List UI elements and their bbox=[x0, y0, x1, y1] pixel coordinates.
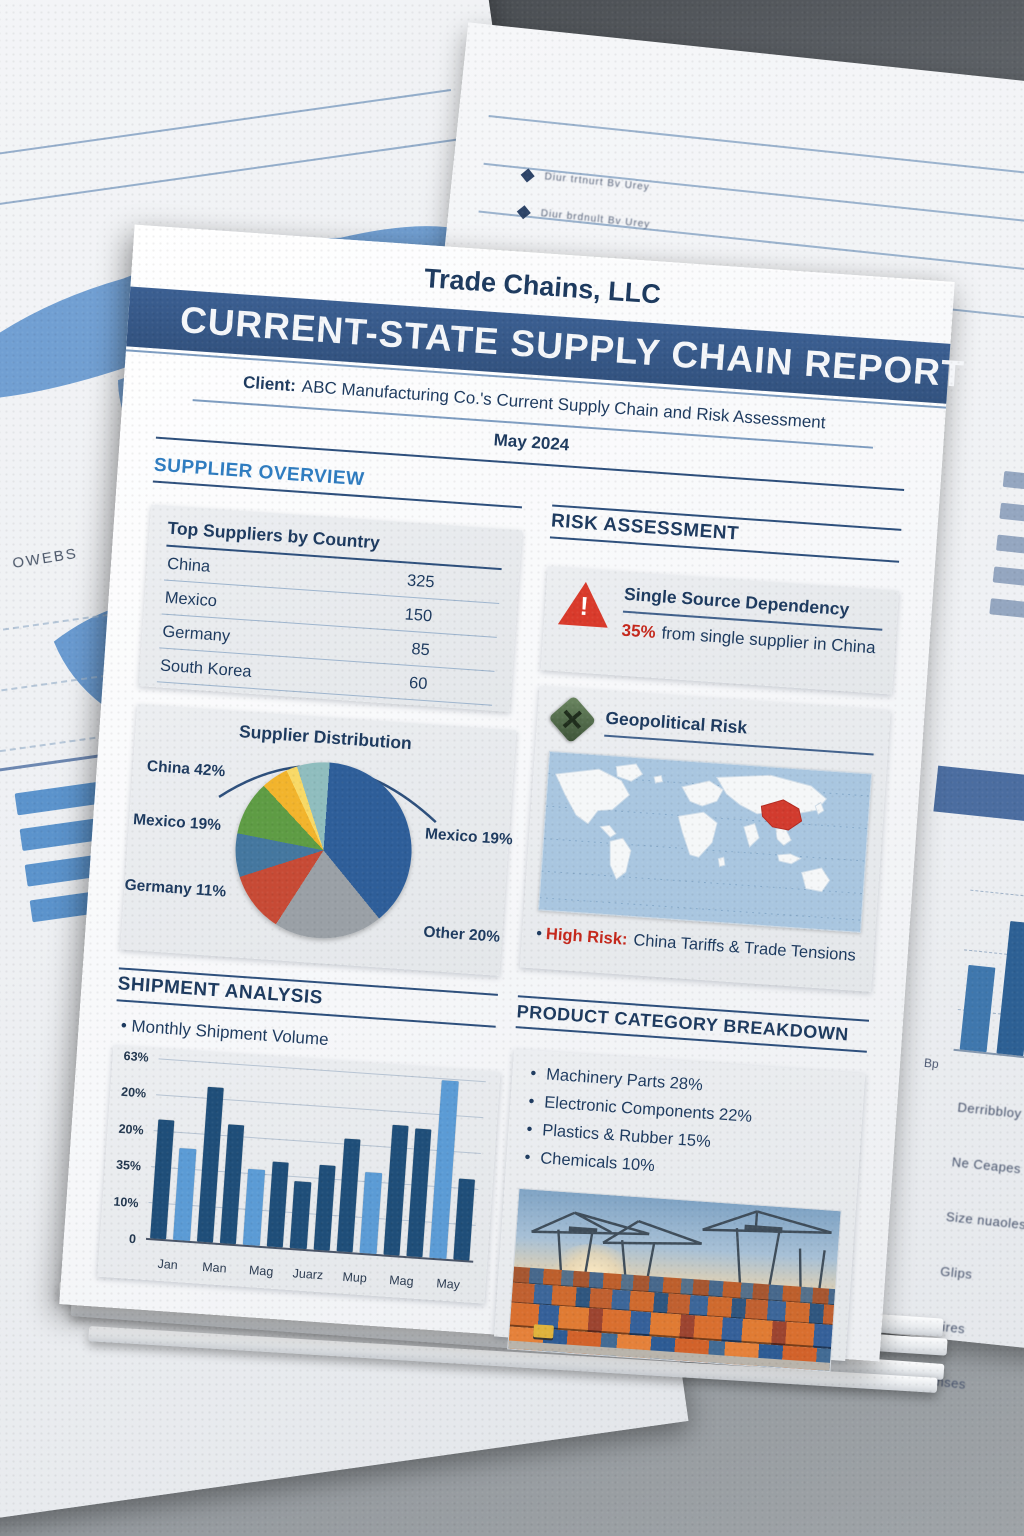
container-port-photo bbox=[507, 1187, 842, 1372]
mini-bar bbox=[996, 920, 1024, 1057]
bar bbox=[243, 1169, 265, 1246]
x-axis-label: May bbox=[435, 1276, 461, 1292]
supplier-country: South Korea bbox=[159, 656, 253, 681]
shipment-subtitle: • Monthly Shipment Volume bbox=[120, 1015, 330, 1050]
high-risk-label: High Risk: bbox=[545, 925, 629, 949]
x-axis-label: Mup bbox=[342, 1269, 368, 1286]
section-heading-risk-assessment: RISK ASSESSMENT bbox=[549, 504, 902, 563]
background-bullet: Diur trtnurt Bv Urey bbox=[520, 167, 654, 194]
pie-label: Other 20% bbox=[422, 923, 501, 946]
background-hbar-chart: @,00%B,00%B,00% bbox=[988, 470, 1024, 661]
client-label: Client: bbox=[242, 372, 297, 396]
supplier-table-rows: China 325 Mexico 150 Germany 85 South Korea 60 bbox=[156, 546, 502, 706]
warning-triangle-icon: ! bbox=[558, 579, 611, 628]
y-axis-tick: 20% bbox=[120, 1085, 147, 1101]
bar bbox=[196, 1087, 224, 1243]
background-list-item: Derribbloy bbox=[956, 1099, 1023, 1122]
mini-bar bbox=[959, 964, 996, 1053]
background-bullet-list: Diur trtnurt Bv Urey Diur brdnult Bv Urey bbox=[516, 167, 655, 256]
geopolitical-panel: Geopolitical Risk bbox=[519, 686, 891, 992]
bar-chart-x-axis: Jan Man Mag Juarz Mup Mag May bbox=[144, 1256, 472, 1293]
supplier-count: 60 bbox=[408, 673, 429, 694]
forklift bbox=[533, 1324, 554, 1339]
risk-world-map bbox=[537, 750, 873, 934]
background-hbar bbox=[989, 598, 1024, 645]
bar bbox=[266, 1161, 289, 1248]
pie-chart: China 42% Mexico 19% Germany 11% Mexico 19%… bbox=[121, 735, 514, 967]
bar bbox=[150, 1119, 175, 1240]
bar bbox=[336, 1138, 361, 1253]
single-source-panel: ! Single Source Dependency 35% from singl… bbox=[540, 566, 900, 695]
mini-bars bbox=[959, 860, 1024, 1075]
supplier-country: Mexico bbox=[164, 588, 218, 611]
product-breakdown-panel: • Machinery Parts 28% • Electronic Componen… bbox=[494, 1049, 866, 1372]
supplier-distribution-panel: Supplier Distribution China 42% Mexico 19… bbox=[120, 703, 517, 976]
geopolitical-title: Geopolitical Risk bbox=[604, 707, 876, 755]
bar-chart-plot bbox=[145, 1058, 486, 1263]
supplier-count: 85 bbox=[410, 640, 431, 660]
section-heading-product-breakdown: PRODUCT CATEGORY BREAKDOWN bbox=[515, 995, 870, 1053]
x-axis-label: Mag bbox=[388, 1272, 415, 1289]
bar bbox=[429, 1079, 459, 1259]
pie-label: Germany 11% bbox=[124, 876, 227, 901]
x-axis-label: Man bbox=[201, 1259, 228, 1276]
background-list-item: Ne Ceapes bbox=[951, 1154, 1022, 1177]
background-mini-bar-chart: Bp May bbox=[923, 859, 1024, 1078]
bar bbox=[219, 1124, 245, 1245]
shipment-chart-panel: 63% 20% 20% 35% 10% 0 Jan Man Mag Juarz Mup Mag May bbox=[97, 1045, 501, 1304]
y-axis-tick: 35% bbox=[115, 1157, 142, 1174]
bar bbox=[289, 1181, 311, 1250]
supplier-count: 150 bbox=[404, 605, 433, 626]
supplier-country: Germany bbox=[161, 622, 231, 646]
bar bbox=[453, 1178, 475, 1261]
supplier-table-panel: Top Suppliers by Country China 325 Mexico 1… bbox=[138, 504, 523, 712]
bar bbox=[313, 1165, 336, 1251]
china-highlight bbox=[760, 799, 803, 831]
y-axis-tick: 63% bbox=[123, 1048, 150, 1065]
mini-axis-label: Bp bbox=[923, 1055, 940, 1072]
y-axis-tick: 0 bbox=[128, 1231, 137, 1247]
geopolitical-icon bbox=[548, 695, 597, 744]
background-bullet: Diur brdnult Bv Urey bbox=[516, 204, 651, 231]
product-list: • Machinery Parts 28% • Electronic Componen… bbox=[505, 1049, 865, 1203]
bar-chart-y-axis: 63% 20% 20% 35% 10% 0 bbox=[100, 1049, 155, 1246]
y-axis-tick: 20% bbox=[118, 1121, 145, 1138]
x-axis-label: Jan bbox=[157, 1256, 179, 1273]
bar bbox=[406, 1128, 432, 1258]
supplier-count: 325 bbox=[406, 571, 436, 592]
y-axis-tick: 10% bbox=[113, 1194, 139, 1210]
crane-silhouettes bbox=[531, 1210, 832, 1309]
supplier-country: China bbox=[166, 554, 211, 576]
bar-chart: 63% 20% 20% 35% 10% 0 Jan Man Mag Juarz Mup Mag May bbox=[97, 1045, 500, 1304]
background-map-label: OWEBS bbox=[11, 544, 79, 573]
background-list-item: Size nuaoles bbox=[945, 1208, 1024, 1233]
background-list-item: onses bbox=[928, 1373, 967, 1392]
bar bbox=[383, 1125, 409, 1256]
bar bbox=[173, 1148, 197, 1241]
background-text-list: Derribbloy Ne Ceapes Size nuaoles Glips Lire… bbox=[924, 1100, 1024, 1457]
background-blue-band bbox=[933, 765, 1024, 852]
bar bbox=[359, 1172, 382, 1254]
x-axis-label: Mag bbox=[248, 1263, 274, 1279]
report-page: Trade Chains, LLC CURRENT-STATE SUPPLY C… bbox=[59, 224, 966, 1372]
stat-percent: 35% bbox=[620, 620, 657, 642]
background-list-item: Glips bbox=[939, 1263, 974, 1282]
x-axis-label: Juarz bbox=[292, 1266, 324, 1283]
